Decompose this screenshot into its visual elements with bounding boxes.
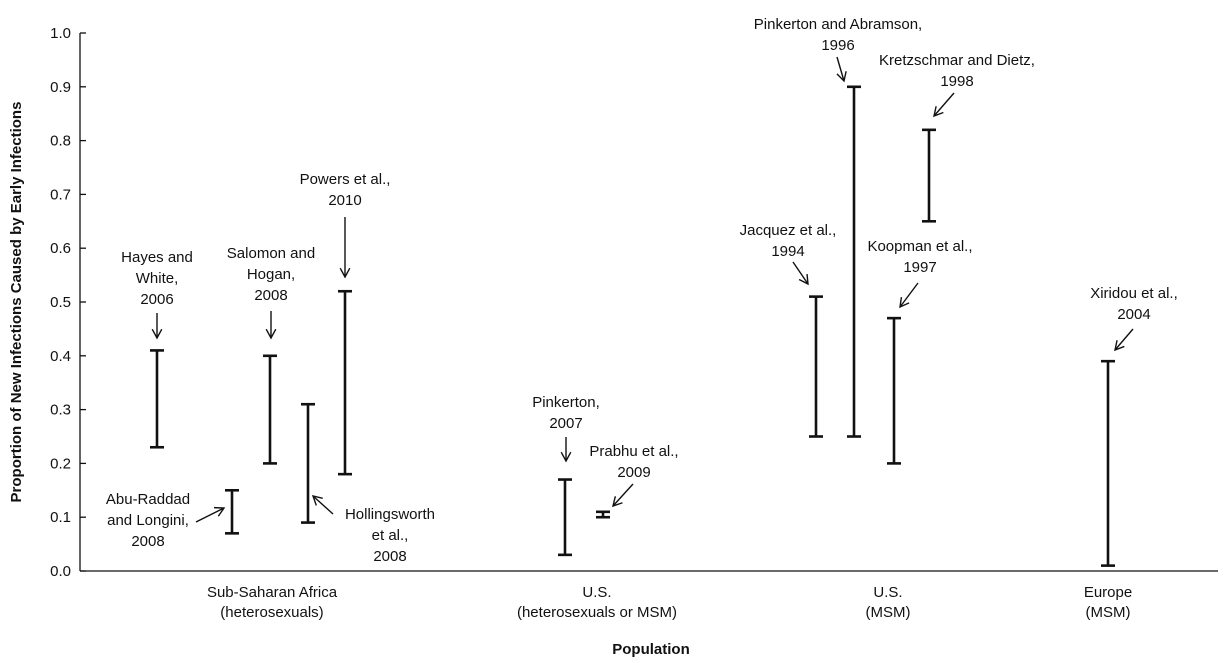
study-label: Hollingsworth et al., 2008 xyxy=(345,506,435,565)
arrow-head-icon xyxy=(899,297,910,309)
range-bar xyxy=(558,478,572,557)
arrow-head-icon xyxy=(836,71,847,83)
y-tick-label: 0.8 xyxy=(50,133,71,150)
study-annotation: Kretzschmar and Dietz, 1998 xyxy=(879,52,1035,118)
arrow-head-icon xyxy=(339,267,351,279)
arrow-head-icon xyxy=(151,328,163,340)
range-bar xyxy=(301,402,315,524)
range-bar xyxy=(922,128,936,223)
x-category-label: U.S. (MSM) xyxy=(866,584,911,621)
study-label: Hayes and White, 2006 xyxy=(121,249,193,308)
study-label: Abu-Raddad and Longini, 2008 xyxy=(106,491,190,550)
x-axis-title: Population xyxy=(612,641,690,658)
y-tick-label: 0.9 xyxy=(50,79,71,96)
x-category-label: U.S. (heterosexuals or MSM) xyxy=(517,584,677,621)
arrow-shaft xyxy=(195,507,225,523)
range-bar xyxy=(596,510,610,519)
study-label: Prabhu et al., 2009 xyxy=(589,443,678,481)
study-annotation: Salomon and Hogan, 2008 xyxy=(227,245,315,340)
study-label: Salomon and Hogan, 2008 xyxy=(227,245,315,304)
range-bar xyxy=(1101,359,1115,567)
study-annotation: Xiridou et al., 2004 xyxy=(1090,285,1178,352)
study-label: Xiridou et al., 2004 xyxy=(1090,285,1178,323)
study-annotation: Hayes and White, 2006 xyxy=(121,249,193,340)
y-axis: 0.0 0.1 0.2 0.3 0.4 0.5 0.6 0.7 0.8 0.9 1.0 xyxy=(50,25,86,580)
y-tick-label: 0.7 xyxy=(50,186,71,203)
arrow-head-icon xyxy=(213,506,226,517)
y-tick-label: 0.0 xyxy=(50,563,71,580)
range-bar xyxy=(887,316,901,465)
arrow-shaft xyxy=(792,261,809,285)
y-tick-label: 0.6 xyxy=(50,240,71,257)
y-tick-label: 1.0 xyxy=(50,25,71,42)
study-annotation: Powers et al., 2010 xyxy=(300,171,391,279)
study-label: Jacquez et al., 1994 xyxy=(740,222,837,260)
y-tick-label: 0.1 xyxy=(50,509,71,526)
study-label: Pinkerton, 2007 xyxy=(532,394,600,432)
ranges xyxy=(150,85,1115,567)
arrow-head-icon xyxy=(933,106,944,118)
y-tick-label: 0.5 xyxy=(50,294,71,311)
study-annotation: Hollingsworth et al., 2008 xyxy=(311,495,435,565)
study-label: Kretzschmar and Dietz, 1998 xyxy=(879,52,1035,90)
y-tick-label: 0.3 xyxy=(50,402,71,419)
arrow-shaft xyxy=(933,92,955,117)
arrow-shaft xyxy=(1114,328,1134,351)
y-tick-label: 0.4 xyxy=(50,348,71,365)
arrow-head-icon xyxy=(311,495,323,506)
x-category-label: Europe (MSM) xyxy=(1084,584,1132,621)
range-bar xyxy=(225,488,239,535)
study-annotation: Abu-Raddad and Longini, 2008 xyxy=(106,491,226,550)
study-annotation: Koopman et al., 1997 xyxy=(867,238,973,309)
arrow-shaft xyxy=(899,282,919,308)
study-annotation: Jacquez et al., 1994 xyxy=(740,222,837,286)
arrow-head-icon xyxy=(560,451,572,463)
x-category-label: Sub-Saharan Africa (heterosexuals) xyxy=(207,584,338,621)
range-bar xyxy=(338,289,352,476)
arrow-shaft xyxy=(836,56,845,82)
study-annotation: Prabhu et al., 2009 xyxy=(589,443,679,508)
study-label: Powers et al., 2010 xyxy=(300,171,391,209)
range-bar xyxy=(809,295,823,438)
study-label: Koopman et al., 1997 xyxy=(867,238,972,276)
x-axis: Sub-Saharan Africa (heterosexuals) U.S. (he… xyxy=(80,570,1218,621)
arrow-shaft xyxy=(612,483,634,507)
y-tick-label: 0.2 xyxy=(50,455,71,472)
range-bar xyxy=(263,354,277,465)
study-annotation: Pinkerton and Abramson, 1996 xyxy=(754,16,922,83)
y-axis-title: Proportion of New Infections Caused by E… xyxy=(8,102,25,503)
arrow-head-icon xyxy=(798,273,809,286)
study-label: Pinkerton and Abramson, 1996 xyxy=(754,16,922,54)
arrow-head-icon xyxy=(612,496,623,508)
arrow-head-icon xyxy=(1114,340,1125,352)
annotations: Abu-Raddad and Longini, 2008 Hayes and White… xyxy=(106,16,1178,565)
arrow-shaft xyxy=(312,495,334,515)
arrow-head-icon xyxy=(265,328,277,340)
range-bar xyxy=(847,85,861,438)
study-annotation: Pinkerton, 2007 xyxy=(532,394,600,463)
range-bar xyxy=(150,349,164,449)
